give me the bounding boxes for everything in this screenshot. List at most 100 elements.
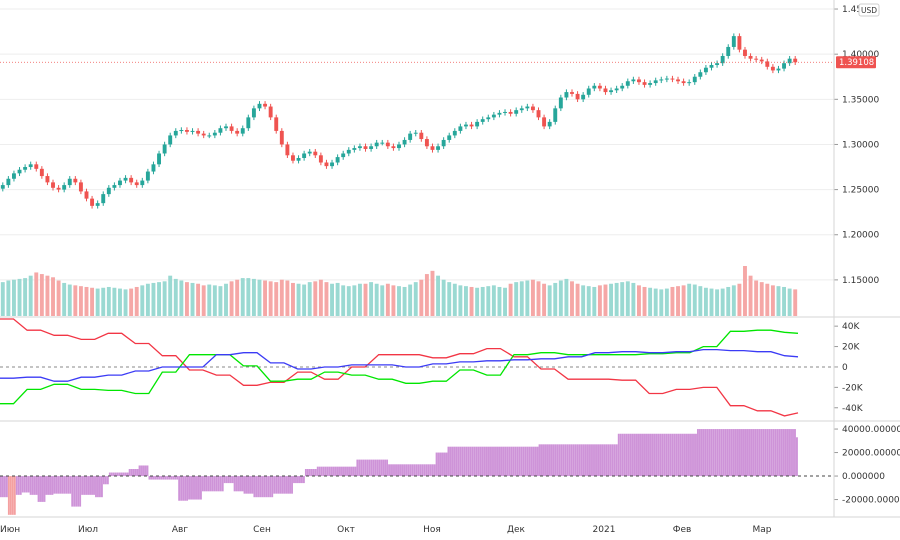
- candle-body[interactable]: [575, 93, 580, 100]
- candle-body[interactable]: [402, 139, 407, 145]
- candle-body[interactable]: [318, 155, 323, 163]
- candle-body[interactable]: [648, 83, 653, 85]
- candle-body[interactable]: [0, 185, 5, 189]
- candle-body[interactable]: [28, 164, 33, 168]
- candle-body[interactable]: [302, 153, 307, 158]
- candle-body[interactable]: [408, 133, 413, 140]
- candle-body[interactable]: [564, 92, 569, 98]
- candle-body[interactable]: [703, 67, 708, 73]
- candle-body[interactable]: [436, 146, 441, 150]
- candle-body[interactable]: [664, 78, 669, 80]
- candle-body[interactable]: [363, 146, 368, 149]
- candle-body[interactable]: [397, 144, 401, 149]
- candle-body[interactable]: [542, 117, 547, 127]
- candle-body[interactable]: [620, 85, 625, 89]
- candle-body[interactable]: [335, 157, 340, 163]
- candle-body[interactable]: [56, 187, 61, 190]
- time-axis[interactable]: Июн Июл Авг Сен Окт Ноя Дек 2021 Фев Мар: [0, 525, 772, 535]
- candle-body[interactable]: [212, 132, 217, 136]
- candle-body[interactable]: [324, 162, 329, 167]
- candle-body[interactable]: [687, 82, 692, 84]
- candle-body[interactable]: [235, 130, 240, 134]
- candle-body[interactable]: [229, 126, 234, 131]
- candle-body[interactable]: [190, 130, 195, 132]
- candle-body[interactable]: [218, 128, 223, 133]
- candle-body[interactable]: [514, 110, 519, 114]
- candle-body[interactable]: [95, 203, 100, 206]
- candle-body[interactable]: [737, 36, 742, 50]
- cot-lines-panel[interactable]: 40K 20K 0 -20K -40K: [0, 318, 864, 417]
- candle-body[interactable]: [508, 111, 513, 114]
- candle-body[interactable]: [653, 80, 658, 84]
- candle-body[interactable]: [553, 108, 558, 122]
- candle-body[interactable]: [207, 135, 212, 137]
- candle-body[interactable]: [519, 108, 524, 111]
- candle-body[interactable]: [240, 128, 245, 134]
- candle-body[interactable]: [23, 167, 28, 170]
- candle-body[interactable]: [676, 79, 680, 82]
- candle-body[interactable]: [184, 130, 189, 132]
- candle-body[interactable]: [748, 55, 753, 59]
- candle-body[interactable]: [486, 117, 491, 120]
- candle-body[interactable]: [659, 79, 664, 81]
- currency-chip[interactable]: [858, 3, 880, 17]
- candle-body[interactable]: [731, 36, 736, 47]
- candle-body[interactable]: [793, 58, 798, 63]
- candle-body[interactable]: [352, 148, 357, 150]
- candle-body[interactable]: [385, 142, 390, 147]
- candle-body[interactable]: [597, 85, 602, 89]
- candle-body[interactable]: [681, 81, 686, 84]
- candle-body[interactable]: [380, 142, 385, 144]
- candle-body[interactable]: [497, 112, 502, 115]
- candle-body[interactable]: [145, 171, 150, 181]
- candle-body[interactable]: [257, 103, 262, 109]
- candle-body[interactable]: [268, 106, 273, 118]
- candle-body[interactable]: [698, 72, 703, 77]
- candle-body[interactable]: [179, 130, 184, 132]
- candle-body[interactable]: [341, 153, 346, 158]
- candle-body[interactable]: [162, 144, 167, 154]
- candle-body[interactable]: [357, 146, 362, 149]
- candle-body[interactable]: [369, 146, 374, 149]
- candle-body[interactable]: [770, 66, 775, 71]
- candle-body[interactable]: [168, 135, 173, 145]
- candle-body[interactable]: [134, 182, 139, 186]
- candle-body[interactable]: [447, 135, 452, 140]
- candle-body[interactable]: [452, 130, 457, 136]
- candle-body[interactable]: [547, 121, 552, 127]
- candle-body[interactable]: [313, 151, 318, 156]
- candle-body[interactable]: [123, 177, 128, 181]
- candle-body[interactable]: [106, 187, 111, 195]
- candle-body[interactable]: [45, 176, 50, 183]
- candle-body[interactable]: [743, 49, 747, 56]
- candle-body[interactable]: [709, 65, 714, 68]
- candle-body[interactable]: [274, 117, 279, 131]
- candle-body[interactable]: [151, 164, 156, 172]
- candle-body[interactable]: [726, 46, 731, 56]
- candle-body[interactable]: [291, 155, 295, 161]
- candle-body[interactable]: [251, 108, 256, 118]
- candle-body[interactable]: [609, 90, 614, 93]
- candle-body[interactable]: [614, 88, 619, 91]
- candle-body[interactable]: [430, 146, 435, 150]
- candle-body[interactable]: [586, 88, 591, 95]
- candle-body[interactable]: [307, 151, 312, 154]
- candle-body[interactable]: [39, 168, 44, 177]
- candle-body[interactable]: [413, 132, 418, 134]
- candle-body[interactable]: [285, 144, 290, 156]
- candle-body[interactable]: [787, 58, 792, 64]
- candle-body[interactable]: [84, 191, 89, 199]
- histogram-panel[interactable]: 40000.000000 20000.000000 0.000000 -20000.0…: [0, 425, 900, 515]
- candle-body[interactable]: [201, 133, 206, 136]
- candle-body[interactable]: [73, 178, 78, 183]
- candle-body[interactable]: [631, 79, 636, 82]
- candle-body[interactable]: [129, 177, 134, 183]
- candle-body[interactable]: [670, 78, 675, 80]
- candle-body[interactable]: [637, 79, 641, 83]
- candle-body[interactable]: [464, 124, 468, 127]
- candle-body[interactable]: [536, 110, 541, 118]
- candle-body[interactable]: [391, 146, 396, 149]
- candle-body[interactable]: [491, 114, 496, 118]
- candle-body[interactable]: [475, 121, 480, 127]
